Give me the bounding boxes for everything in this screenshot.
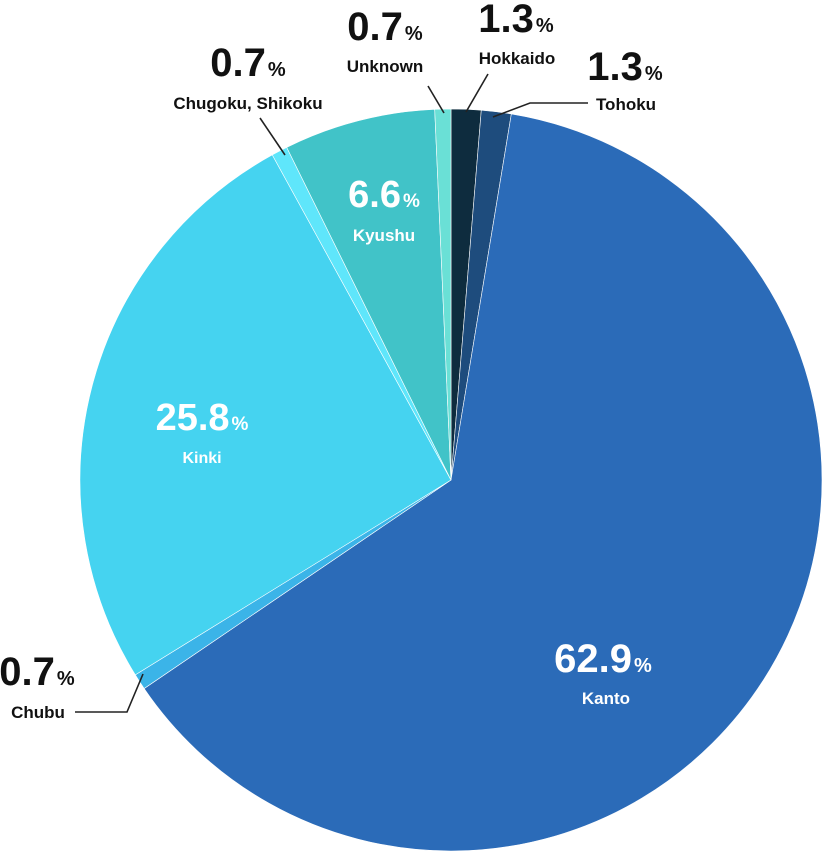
value-label-hokkaido: 1.3% [478, 0, 554, 41]
leader-line-chugoku-shikoku [259, 117, 286, 156]
value-label-tohoku: 1.3% [587, 45, 663, 89]
leader-line-unknown [427, 85, 445, 114]
leader-lines [75, 73, 588, 713]
value-label-unknown: 0.7% [347, 5, 423, 49]
leader-line-hokkaido [465, 73, 489, 113]
slice-kinki [79, 154, 452, 676]
leader-line-tohoku [492, 102, 588, 118]
category-label-kyushu: Kyushu [353, 226, 415, 245]
leader-line-chubu [75, 673, 144, 713]
slice-unknown [434, 108, 452, 481]
category-label-chugoku-shikoku: Chugoku, Shikoku [173, 94, 322, 113]
value-label-chugoku-shikoku: 0.7% [210, 41, 286, 85]
value-label-chubu: 0.7% [0, 650, 75, 694]
category-label-hokkaido: Hokkaido [479, 49, 556, 68]
slice-kyushu [286, 109, 452, 481]
category-label-tohoku: Tohoku [596, 95, 656, 114]
category-label-chubu: Chubu [11, 703, 65, 722]
category-label-kanto: Kanto [582, 689, 630, 708]
category-label-unknown: Unknown [347, 57, 424, 76]
category-label-kinki: Kinki [182, 450, 221, 467]
value-label-kyushu: 6.6% [348, 174, 420, 216]
pie-slices [79, 108, 823, 851]
slice-labels: 1.3 % Hokkaido 1.3 % Tohoku 62.9 % Kanto 0.7 % Chub… [0, 0, 663, 722]
value-label-kinki: 25.8% [156, 397, 249, 439]
value-label-kanto: 62.9% [554, 637, 652, 681]
slice-kanto [143, 113, 823, 851]
